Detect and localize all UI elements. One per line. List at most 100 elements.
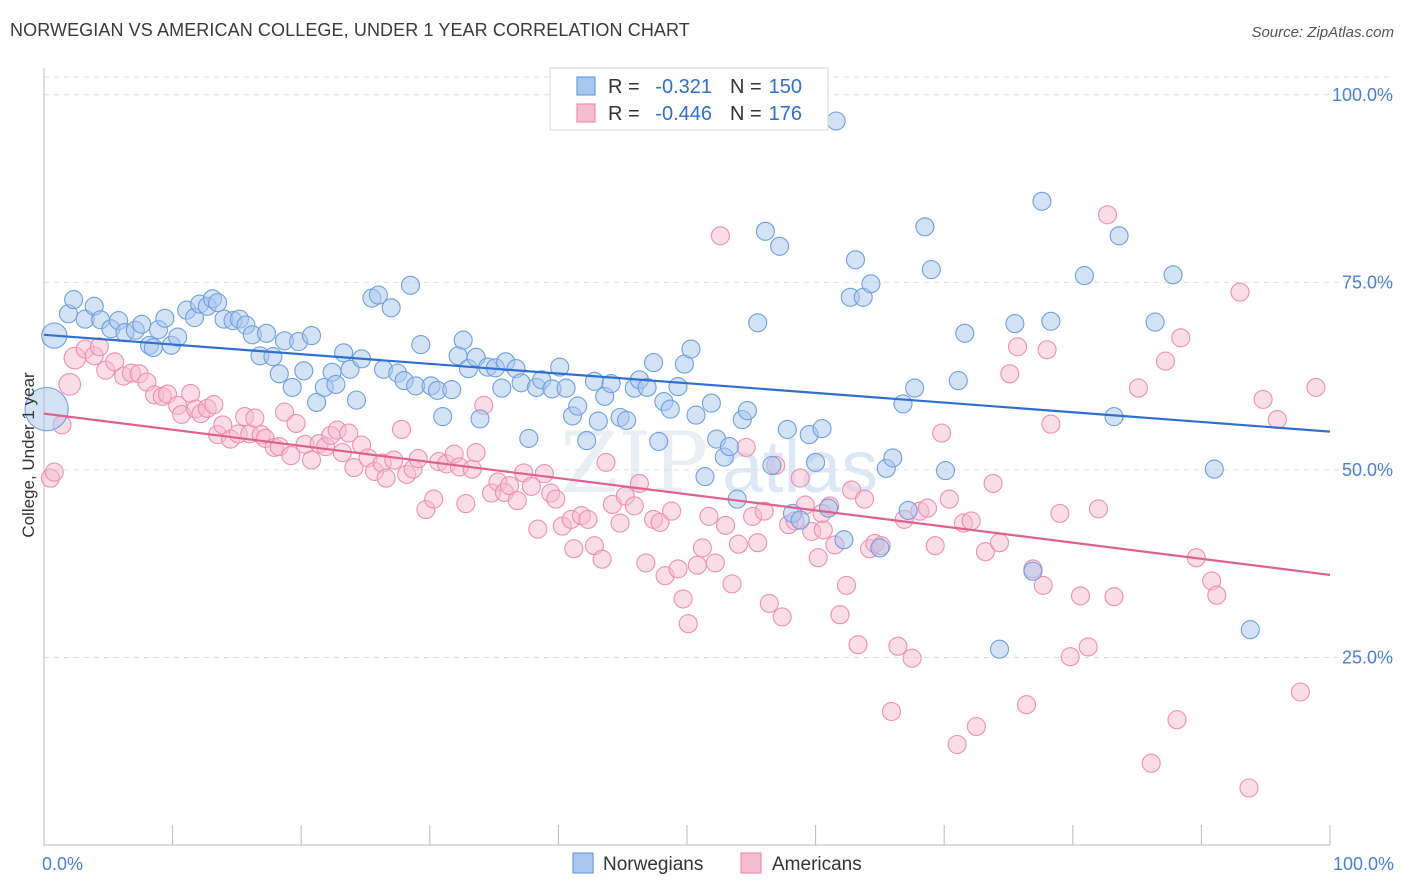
americans-point xyxy=(564,539,584,559)
americans-point xyxy=(692,538,712,558)
norwegians-point xyxy=(834,530,854,550)
norwegians-point xyxy=(556,378,576,398)
americans-point xyxy=(790,468,810,488)
norwegians-point xyxy=(905,378,925,398)
norwegians-point xyxy=(381,298,401,318)
americans-point xyxy=(699,506,719,526)
norwegians-point xyxy=(861,274,881,294)
stats-r-label-norwegians: R = xyxy=(608,76,640,98)
norwegians-point xyxy=(294,361,314,381)
legend-swatch-americans xyxy=(740,852,762,874)
americans-point xyxy=(705,553,725,573)
americans-point xyxy=(947,734,967,755)
americans-point xyxy=(610,513,630,533)
norwegians-point xyxy=(368,285,388,305)
americans-point xyxy=(687,555,707,575)
americans-point xyxy=(975,542,995,562)
series-legend: Norwegians Americans xyxy=(572,852,862,875)
americans-point xyxy=(1070,586,1091,606)
stats-n-value-americans: 176 xyxy=(769,103,802,125)
norwegians-point xyxy=(301,326,322,346)
norwegians-point xyxy=(1023,561,1043,581)
y-tick-label-25: 25.0% xyxy=(1342,647,1393,667)
norwegians-point xyxy=(307,392,327,412)
norwegians-point xyxy=(955,323,975,343)
americans-point xyxy=(808,548,828,568)
norwegians-point xyxy=(519,428,539,448)
americans-trend-line xyxy=(43,412,1331,577)
norwegians-point xyxy=(433,407,453,427)
norwegians-point xyxy=(155,308,175,328)
americans-point xyxy=(592,549,612,569)
norwegians-point xyxy=(915,217,935,237)
americans-point xyxy=(1016,695,1037,715)
norwegians-point xyxy=(256,323,277,343)
norwegians-point xyxy=(686,405,706,425)
norwegians-point xyxy=(935,461,956,481)
americans-point xyxy=(917,498,938,518)
americans-point xyxy=(722,574,742,594)
norwegians-point xyxy=(1074,266,1094,286)
norwegians-point xyxy=(806,452,826,472)
americans-point xyxy=(1207,585,1227,605)
americans-point xyxy=(830,605,850,625)
americans-point xyxy=(1171,328,1191,348)
norwegians-point xyxy=(1109,226,1129,246)
x-ticks xyxy=(172,825,1331,845)
norwegians-point xyxy=(755,221,775,241)
norwegians-point xyxy=(1041,311,1061,331)
norwegians-point xyxy=(64,290,84,310)
norwegians-points xyxy=(24,111,1260,659)
americans-point xyxy=(1060,647,1080,667)
norwegians-point xyxy=(660,399,680,419)
norwegians-point xyxy=(577,431,597,451)
norwegians-point xyxy=(826,111,846,131)
norwegians-point xyxy=(24,386,69,432)
americans-point xyxy=(881,701,902,722)
americans-point xyxy=(902,648,922,668)
americans-point xyxy=(344,458,364,478)
norwegians-point xyxy=(845,250,866,270)
americans-point xyxy=(466,443,486,463)
americans-point xyxy=(772,607,792,627)
norwegians-point xyxy=(1204,459,1224,479)
norwegians-point xyxy=(1032,191,1052,211)
norwegians-point xyxy=(346,390,367,410)
norwegians-point xyxy=(470,409,490,429)
norwegians-point xyxy=(790,510,810,530)
norwegians-point xyxy=(1163,265,1183,285)
americans-point xyxy=(1088,499,1109,519)
norwegians-point xyxy=(649,431,669,451)
norwegians-point xyxy=(762,455,782,475)
americans-point xyxy=(1041,414,1061,434)
norwegians-point xyxy=(989,639,1010,659)
americans-point xyxy=(44,462,64,482)
americans-point xyxy=(624,496,644,516)
americans-point xyxy=(596,452,616,472)
legend-swatch-norwegians xyxy=(572,852,594,874)
stats-n-label-americans: N = xyxy=(730,103,762,125)
stats-r-value-americans: -0.446 xyxy=(655,103,712,125)
norwegians-point xyxy=(263,347,283,367)
americans-point xyxy=(662,501,682,521)
americans-point xyxy=(848,635,868,655)
americans-point xyxy=(1078,637,1098,657)
y-tick-labels: 25.0% 50.0% 75.0% 100.0% xyxy=(1332,85,1393,668)
norwegians-point xyxy=(695,467,715,487)
y-tick-label-50: 50.0% xyxy=(1342,460,1393,480)
norwegians-point xyxy=(132,314,152,334)
americans-point xyxy=(1033,575,1053,595)
norwegians-point xyxy=(453,330,473,350)
americans-point xyxy=(1267,410,1287,430)
americans-point xyxy=(546,489,566,509)
americans-point xyxy=(1128,378,1148,398)
americans-point xyxy=(961,511,981,531)
norwegians-trend-line xyxy=(43,333,1331,433)
americans-point xyxy=(58,373,82,396)
y-tick-label-100: 100.0% xyxy=(1332,85,1393,105)
americans-point xyxy=(274,402,295,422)
americans-point xyxy=(1167,710,1187,730)
legend-label-norwegians: Norwegians xyxy=(603,854,703,875)
norwegians-point xyxy=(326,374,346,394)
americans-point xyxy=(854,489,875,509)
